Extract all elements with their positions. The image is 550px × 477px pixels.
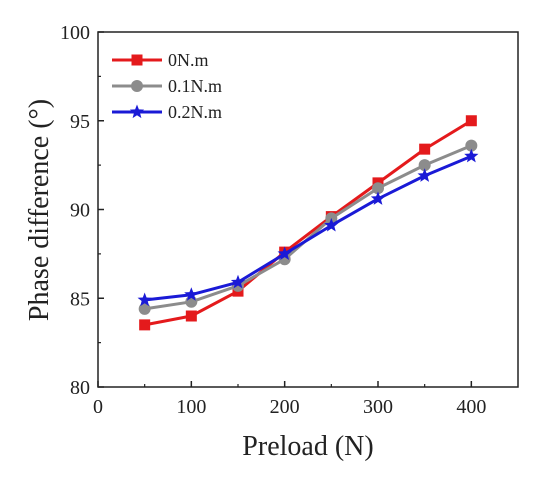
legend-item: 0N.m [112,50,209,70]
x-tick-label: 300 [363,396,393,418]
series-0.2N.m [137,148,479,307]
data-point [419,143,431,155]
y-axis-title: Phase difference (°) [24,99,55,321]
x-tick-label: 100 [176,396,206,418]
data-point [138,302,151,315]
y-tick-label: 85 [70,288,90,310]
legend-label: 0N.m [168,50,209,70]
tick-labels: 0 100 200 300 400 80 85 90 95 100 [60,22,486,418]
data-point [418,159,431,172]
series-line [144,154,472,302]
series-layer [137,115,479,331]
x-tick-label: 0 [93,396,103,418]
legend-item: 0.1N.m [112,76,222,96]
data-point [370,191,386,205]
data-point [465,115,477,127]
series-0.1N.m [138,139,478,315]
data-point [372,182,384,195]
legend-item: 0.2N.m [112,102,222,122]
legend-label: 0.2N.m [168,102,222,122]
series-line [144,119,473,327]
legend-marker [131,80,143,92]
data-point [324,217,339,232]
legend-label: 0.1N.m [168,76,222,96]
data-point [184,287,199,301]
legend-marker [131,54,143,66]
x-tick-label: 400 [456,396,486,418]
data-point [277,246,292,260]
legend: 0N.m 0.1N.m 0.2N.m [112,50,222,122]
y-tick-label: 95 [70,111,90,133]
x-tick-label: 200 [270,396,300,418]
data-point [139,319,151,331]
y-tick-label: 90 [70,200,90,222]
data-point [464,148,479,163]
axis-ticks [97,31,473,388]
data-point [417,168,432,182]
x-axis-title: Preload (N) [242,431,373,462]
y-tick-label: 80 [70,377,90,399]
data-point [230,274,246,289]
y-tick-label: 100 [60,22,90,44]
legend-marker [129,104,145,119]
data-point [137,292,152,307]
data-point [185,310,197,322]
data-point [465,139,478,152]
